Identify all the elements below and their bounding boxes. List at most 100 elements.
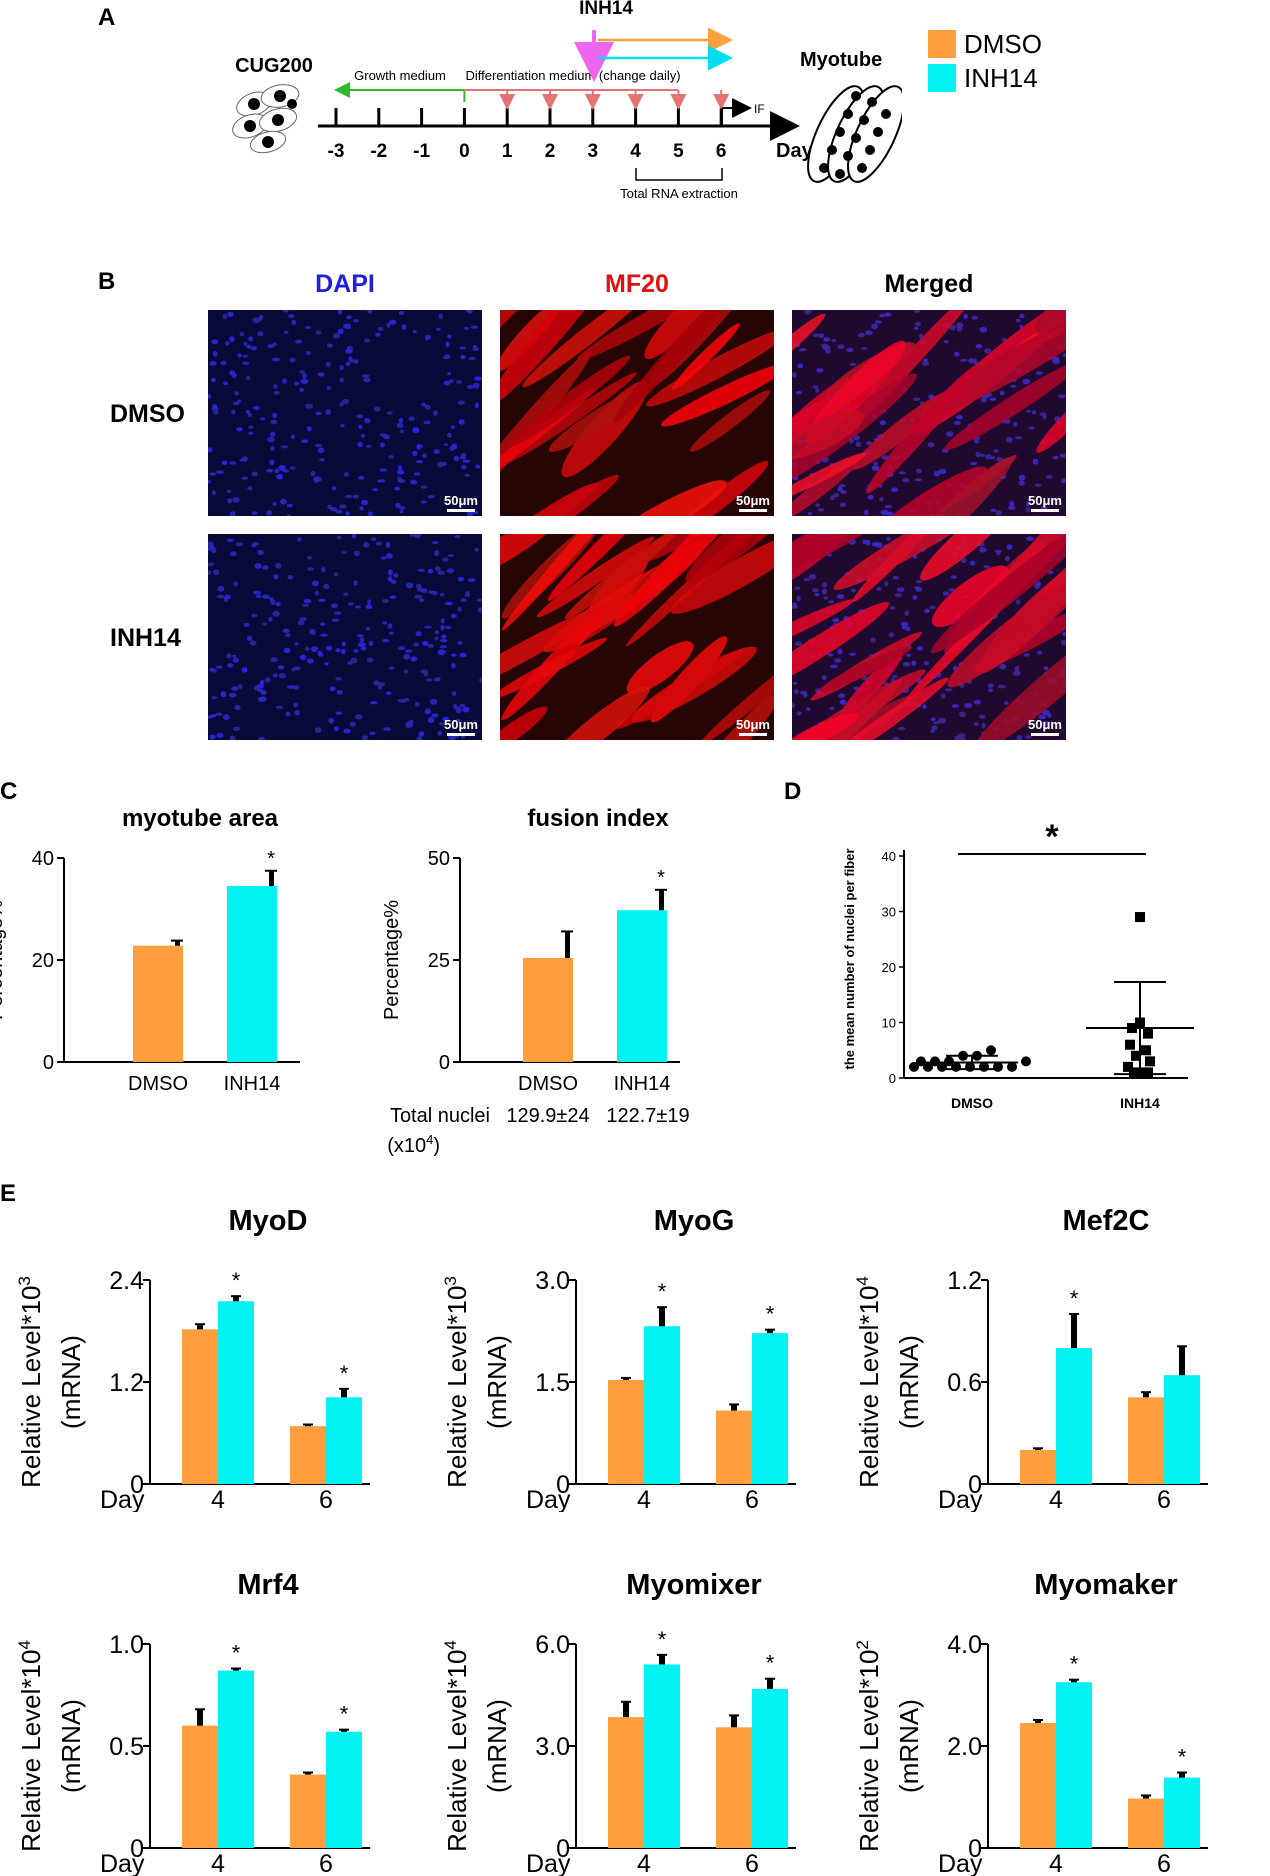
nucleus (380, 556, 387, 560)
error-bar (659, 1307, 665, 1327)
nucleus (447, 432, 452, 438)
x-tick-label: 6 (319, 1486, 333, 1512)
nucleus (884, 505, 892, 509)
nucleus (275, 705, 283, 709)
nucleus (346, 323, 351, 328)
nucleus (387, 576, 393, 582)
nucleus (960, 737, 966, 740)
nucleus (1025, 507, 1031, 513)
nucleus (970, 560, 976, 566)
x-axis-prefix: Day (526, 1850, 571, 1876)
nucleus (1009, 500, 1015, 507)
nucleus (938, 717, 947, 724)
nucleus (211, 407, 219, 412)
nucleus (1014, 665, 1020, 672)
nucleus (367, 310, 373, 314)
nucleus (871, 323, 878, 330)
nucleus (253, 590, 261, 595)
bar-inh14 (326, 1397, 362, 1484)
nucleus (916, 468, 922, 474)
nucleus (315, 330, 322, 335)
nucleus (226, 538, 234, 542)
nucleus (353, 550, 360, 557)
nucleus (266, 510, 273, 516)
nucleus (347, 602, 354, 606)
myofiber (792, 377, 850, 483)
y-tick-label: 1.5 (535, 1369, 570, 1397)
nucleus (449, 445, 455, 451)
nucleus (396, 469, 405, 475)
cell-line-label: CUG200 (235, 55, 313, 77)
y-axis-unit: (mRNA) (482, 1699, 512, 1793)
data-point-dmso (1007, 1061, 1017, 1072)
nucleus (837, 693, 846, 698)
nucleus (444, 354, 451, 358)
nucleus (318, 598, 326, 602)
nucleus (320, 633, 328, 637)
nucleus (1062, 631, 1066, 637)
nucleus (297, 620, 305, 626)
nucleus (360, 646, 367, 651)
y-tick-label: 2.4 (109, 1267, 144, 1295)
nucleus (880, 509, 889, 516)
nucleus (257, 688, 263, 692)
bar-inh14 (218, 1670, 254, 1848)
nucleus (229, 735, 236, 740)
nucleus (361, 499, 369, 506)
y-tick-label: 0 (968, 1835, 982, 1863)
nucleus (434, 566, 441, 572)
myofiber (500, 310, 562, 372)
nucleus (275, 601, 281, 607)
nucleus (971, 315, 979, 320)
nucleus (395, 502, 401, 509)
nucleus (999, 390, 1005, 396)
nucleus (443, 380, 451, 386)
chart-title: Mrf4 (237, 1569, 298, 1601)
x-tick-label: DMSO (951, 1095, 993, 1111)
chart-fusion-index: fusion index Percentage% 0 25 50 DMSO * INH14 To… (381, 805, 690, 1157)
y-tick-label: 0 (130, 1835, 144, 1863)
nucleus (387, 623, 393, 629)
nucleus (914, 478, 923, 482)
nucleus (234, 391, 240, 396)
nucleus (410, 479, 418, 485)
nucleus (270, 446, 275, 451)
nucleus (251, 543, 256, 548)
nucleus (325, 409, 331, 415)
nucleus (302, 373, 307, 379)
nucleus (425, 708, 431, 712)
nucleus (1019, 313, 1025, 319)
myofiber (576, 310, 727, 361)
significance-mark: * (766, 1302, 775, 1327)
nucleus (457, 606, 462, 612)
y-tick-label: 3.0 (535, 1733, 570, 1761)
y-tick-label: 2.0 (947, 1733, 982, 1761)
nucleus (354, 714, 363, 720)
nucleus (815, 503, 821, 507)
nucleus (243, 622, 250, 627)
y-axis-label: Relative Level*104 (441, 1640, 472, 1852)
nucleus (390, 579, 397, 585)
y-axis-label-text: Relative Level*10 (16, 1286, 46, 1488)
nucleus (457, 400, 465, 405)
bar-dmso (290, 1774, 326, 1848)
nucleus (299, 388, 304, 392)
nucleus (285, 711, 291, 717)
nucleus (208, 393, 212, 399)
nucleus (948, 588, 955, 592)
nucleus (1052, 358, 1061, 365)
nucleus (974, 439, 979, 444)
nucleus (993, 449, 999, 453)
myofiber (644, 310, 715, 360)
myofiber (947, 576, 1066, 688)
growth-medium-label: Growth medium (354, 68, 446, 83)
nucleus (332, 333, 341, 339)
nucleus (453, 455, 460, 462)
drug-add-label: INH14 (579, 0, 633, 19)
myofiber (545, 686, 650, 740)
nucleus (259, 679, 265, 686)
error-bar (197, 1709, 203, 1726)
nucleus (275, 562, 282, 569)
myofiber (792, 695, 913, 740)
